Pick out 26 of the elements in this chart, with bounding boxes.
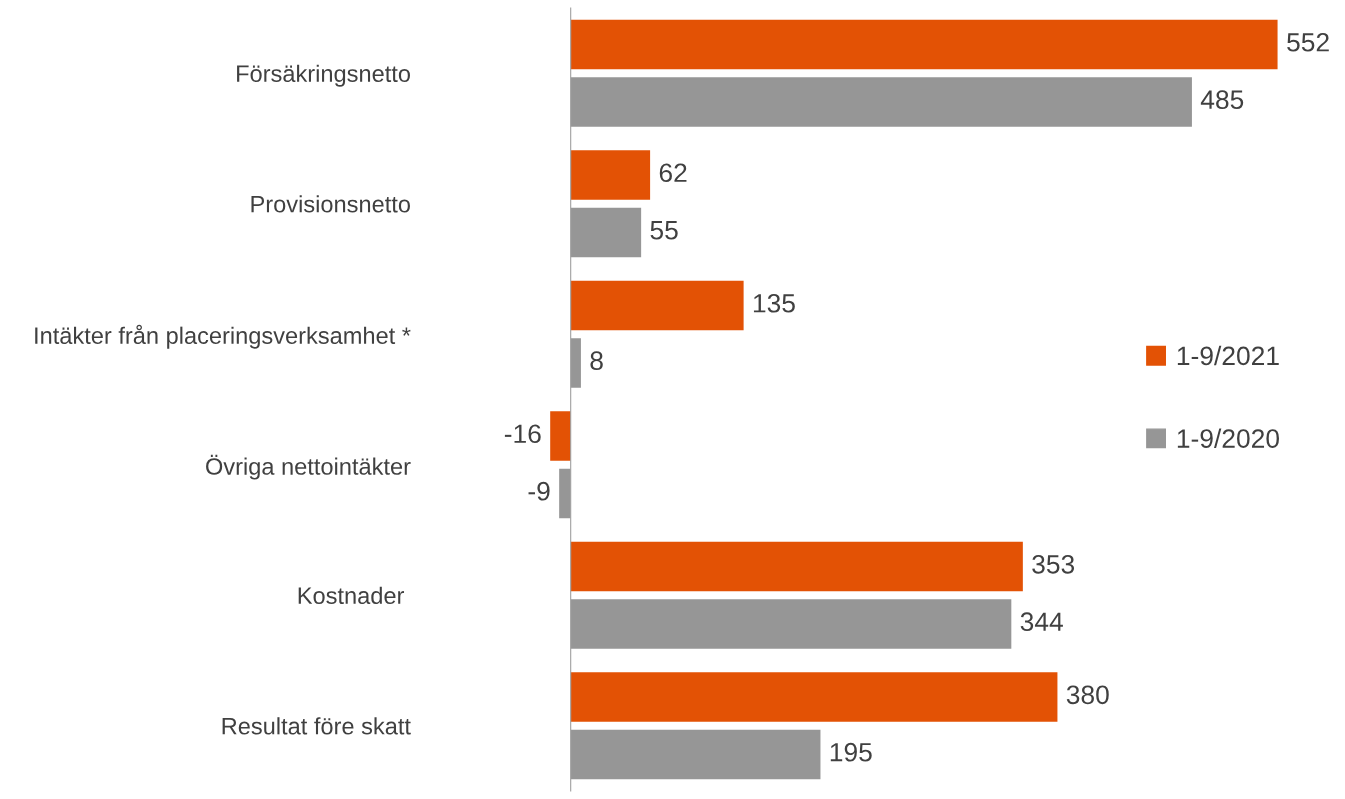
data-label: -16	[504, 424, 541, 444]
data-label: 552	[1287, 32, 1329, 52]
bar	[550, 411, 571, 461]
data-label: 55	[650, 221, 678, 240]
y-tick-label: Intäkter från placeringsverksamhet *	[35, 324, 411, 349]
data-label: 485	[1200, 90, 1244, 110]
legend-label: 1-9/2020	[1177, 428, 1279, 448]
data-label: 135	[753, 293, 795, 313]
data-label: 8	[590, 351, 603, 371]
y-tick-label: Försäkringsnetto	[237, 64, 410, 87]
y-tick-label: Provisionsnetto	[251, 195, 410, 213]
data-label: 344	[1020, 612, 1063, 632]
bar	[570, 541, 1023, 592]
y-tick-label: Resultat före skatt	[222, 717, 411, 735]
data-label: 353	[1032, 554, 1075, 574]
bar	[570, 672, 1058, 722]
y-tick-label: Övriga nettointäkter	[206, 454, 411, 480]
y-tick-label: Kostnader	[298, 586, 405, 605]
data-label: 195	[830, 742, 872, 762]
data-label: 380	[1066, 685, 1109, 705]
data-label: -9	[528, 481, 550, 501]
legend-label: 1-9/2021	[1177, 345, 1279, 366]
bar	[570, 150, 651, 200]
bar	[570, 280, 744, 331]
bar	[570, 19, 1278, 70]
data-label: 62	[659, 163, 687, 183]
